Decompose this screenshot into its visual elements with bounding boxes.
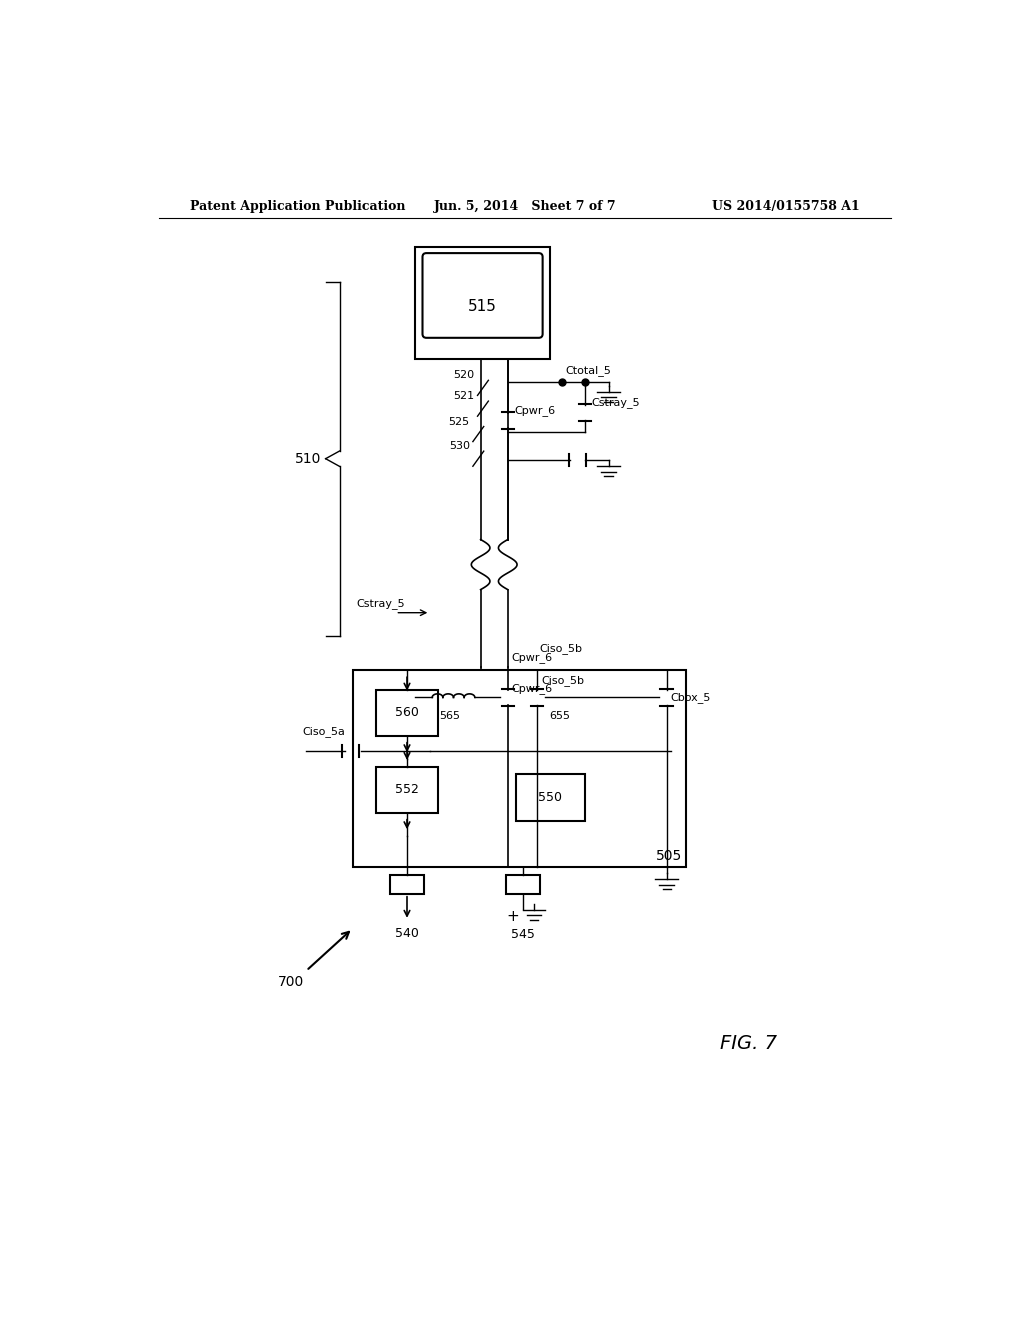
Text: 520: 520 (454, 371, 474, 380)
Bar (506, 874, 541, 894)
Text: Cpwr_6: Cpwr_6 (512, 652, 553, 663)
Text: FIG. 7: FIG. 7 (720, 1035, 776, 1053)
Text: Cpwr_6: Cpwr_6 (514, 405, 555, 416)
Bar (376, 767, 438, 813)
Text: Ciso_5b: Ciso_5b (540, 643, 583, 653)
Text: Cpwr_6: Cpwr_6 (512, 682, 553, 693)
Text: 505: 505 (656, 849, 682, 863)
Text: Cbox_5: Cbox_5 (671, 692, 711, 702)
Text: 560: 560 (395, 706, 419, 719)
Bar (515, 775, 586, 821)
Text: Jun. 5, 2014   Sheet 7 of 7: Jun. 5, 2014 Sheet 7 of 7 (433, 199, 616, 213)
Bar (415, 247, 550, 359)
Text: 510: 510 (295, 451, 321, 466)
Text: 545: 545 (511, 928, 536, 941)
Text: Patent Application Publication: Patent Application Publication (190, 199, 406, 213)
Text: +: + (506, 909, 519, 924)
Bar (352, 671, 686, 867)
Text: US 2014/0155758 A1: US 2014/0155758 A1 (712, 199, 859, 213)
Bar (376, 689, 438, 737)
Text: 565: 565 (439, 711, 460, 721)
Text: 700: 700 (278, 974, 304, 989)
Text: 550: 550 (539, 791, 562, 804)
Text: Cstray_5: Cstray_5 (356, 598, 406, 609)
Text: Cstray_5: Cstray_5 (592, 397, 640, 408)
Text: 521: 521 (454, 391, 474, 401)
Text: 552: 552 (395, 783, 419, 796)
Text: Ciso_5a: Ciso_5a (302, 726, 345, 738)
Text: Ciso_5b: Ciso_5b (541, 675, 584, 686)
Text: 530: 530 (449, 441, 470, 451)
Text: 540: 540 (395, 927, 419, 940)
Bar (390, 874, 424, 894)
Text: 655: 655 (549, 711, 569, 721)
FancyBboxPatch shape (423, 253, 543, 338)
Text: 515: 515 (468, 300, 497, 314)
Text: Ctotal_5: Ctotal_5 (566, 364, 611, 376)
Text: 525: 525 (449, 417, 470, 426)
